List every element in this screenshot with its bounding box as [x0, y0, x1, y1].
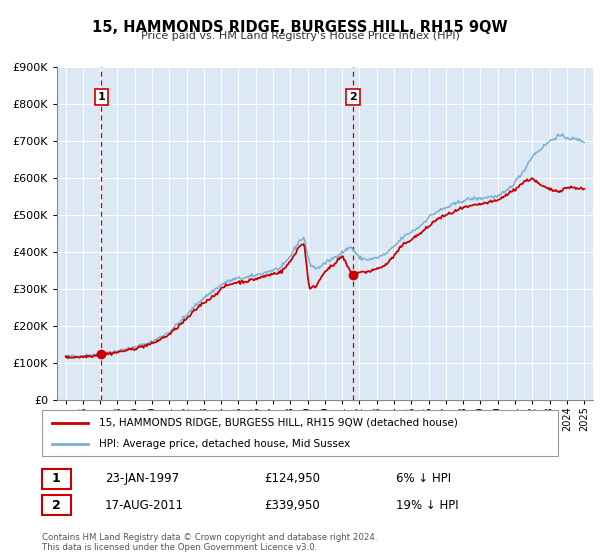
Text: 1: 1 [52, 472, 61, 486]
Text: 17-AUG-2011: 17-AUG-2011 [105, 498, 184, 512]
Text: £124,950: £124,950 [264, 472, 320, 486]
Text: 15, HAMMONDS RIDGE, BURGESS HILL, RH15 9QW: 15, HAMMONDS RIDGE, BURGESS HILL, RH15 9… [92, 20, 508, 35]
Text: 23-JAN-1997: 23-JAN-1997 [105, 472, 179, 486]
Text: 15, HAMMONDS RIDGE, BURGESS HILL, RH15 9QW (detached house): 15, HAMMONDS RIDGE, BURGESS HILL, RH15 9… [99, 418, 458, 428]
Text: This data is licensed under the Open Government Licence v3.0.: This data is licensed under the Open Gov… [42, 543, 317, 552]
Text: 19% ↓ HPI: 19% ↓ HPI [396, 498, 458, 512]
Text: Contains HM Land Registry data © Crown copyright and database right 2024.: Contains HM Land Registry data © Crown c… [42, 533, 377, 542]
Text: 2: 2 [52, 498, 61, 512]
Text: £339,950: £339,950 [264, 498, 320, 512]
Text: Price paid vs. HM Land Registry's House Price Index (HPI): Price paid vs. HM Land Registry's House … [140, 31, 460, 41]
Text: 6% ↓ HPI: 6% ↓ HPI [396, 472, 451, 486]
Text: HPI: Average price, detached house, Mid Sussex: HPI: Average price, detached house, Mid … [99, 439, 350, 449]
Text: 2: 2 [349, 92, 357, 102]
Text: 1: 1 [98, 92, 105, 102]
